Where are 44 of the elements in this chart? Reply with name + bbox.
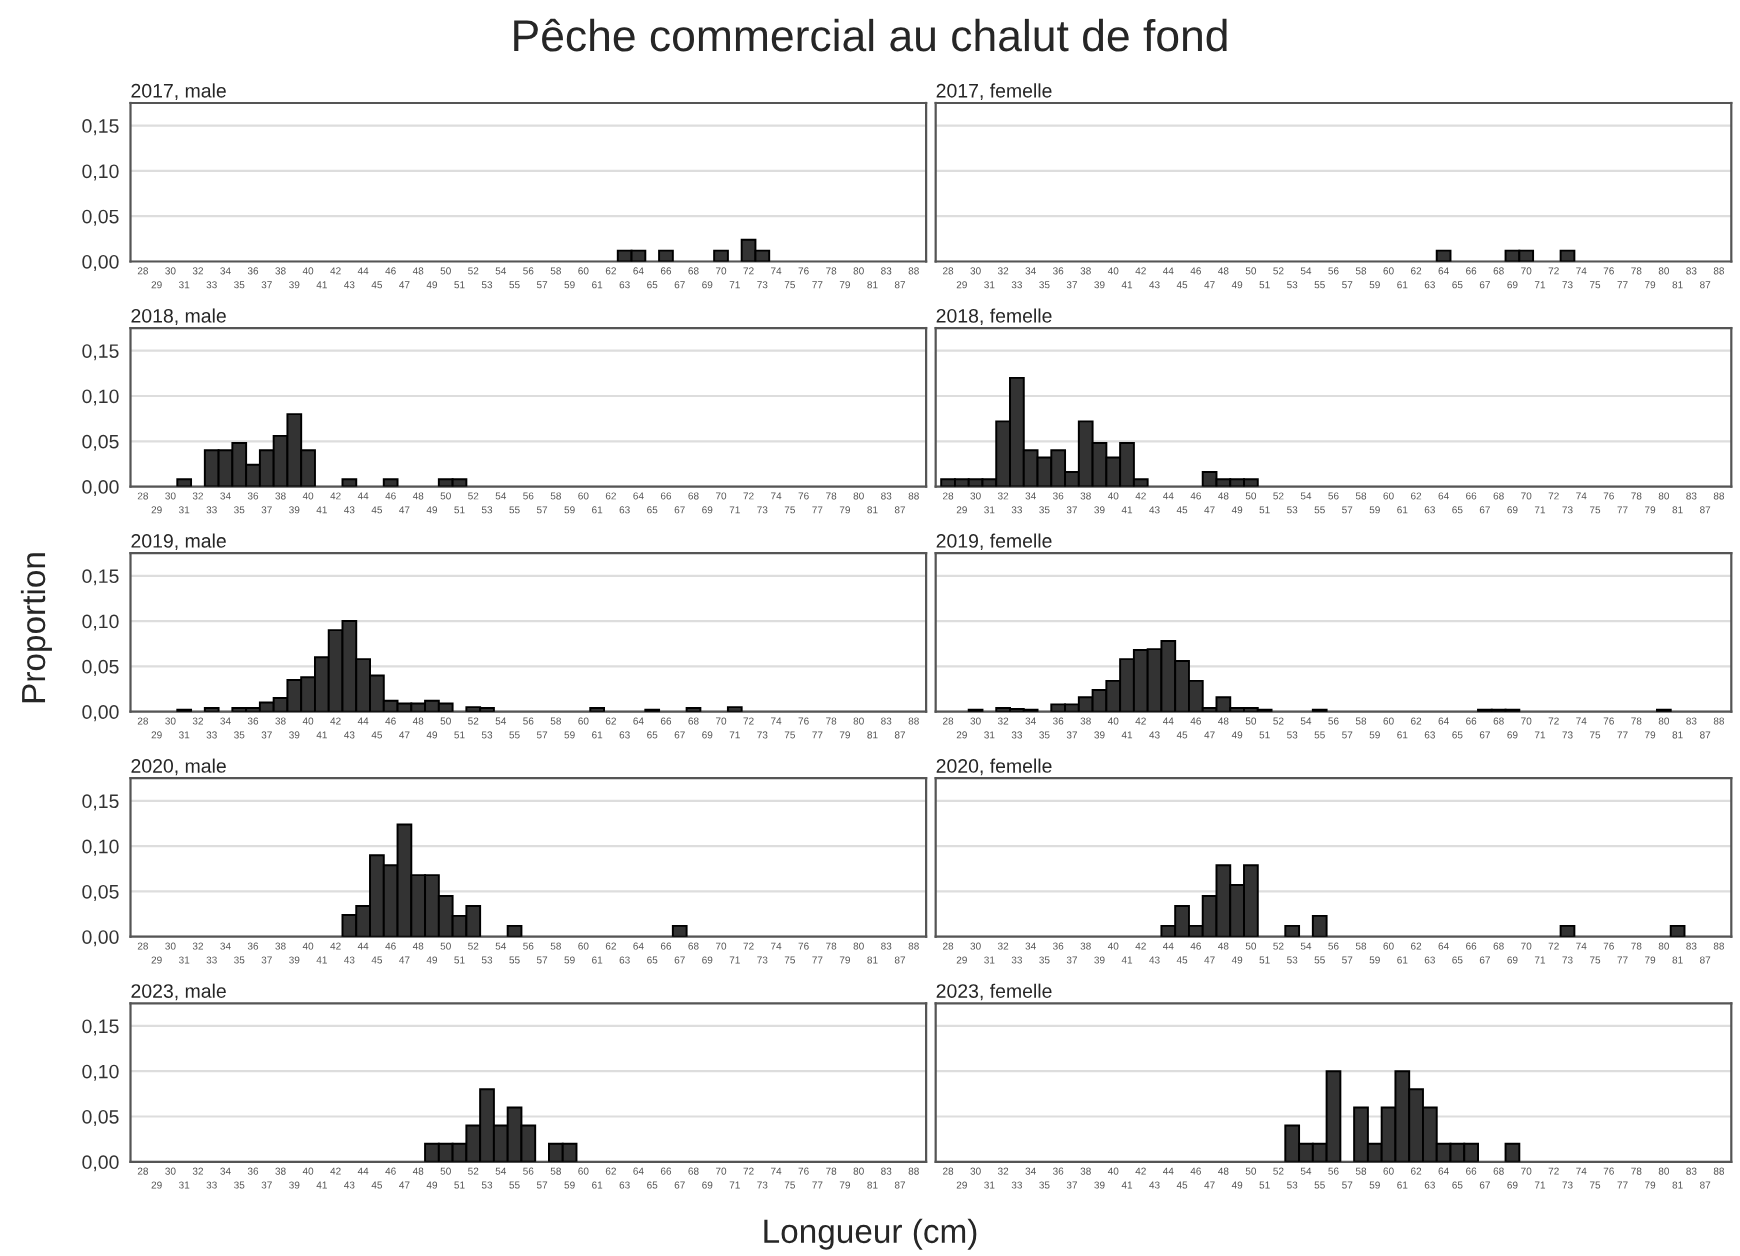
y-tick-label: 0,15 [82,794,119,811]
y-tick-label: 0,00 [82,705,119,722]
chart-subtitle: 2020, femelle [936,758,1052,776]
y-tick-label: 0,10 [82,839,119,856]
y-tick-label: 0,15 [82,119,119,136]
chart-subtitle: 2020, male [131,758,226,776]
chart-subtitle: 2019, male [131,533,226,551]
bar [1284,924,1301,937]
y-tick-label: 0,05 [82,659,119,676]
bar [341,478,358,487]
y-tick-label: 0,05 [82,884,119,901]
y-tick-label: 0,15 [82,569,119,586]
y-tick-label: 0,15 [82,344,119,361]
y-tick-label: 0,05 [82,434,119,451]
bar [1559,924,1576,937]
y-tick-label: 0,00 [82,1155,119,1172]
y-tick-label: 0,10 [82,389,119,406]
y-axis-title: Proportion [20,553,52,703]
chart-subtitle: 2017, femelle [936,83,1052,100]
y-tick-label: 0,10 [82,164,119,181]
chart-subtitle: 2023, femelle [936,983,1052,1001]
bar [1311,914,1328,937]
bar [671,924,688,937]
bar [1669,924,1686,937]
y-tick-label: 0,00 [82,930,119,947]
bar [1504,1142,1521,1162]
y-tick-label: 0,15 [82,1019,119,1036]
y-tick-label: 0,05 [82,209,119,226]
bar [176,478,193,487]
y-tick-label: 0,00 [82,480,119,497]
chart-subtitle: 2018, male [131,308,226,325]
y-tick-label: 0,00 [82,254,119,272]
chart-subtitle: 2019, femelle [936,533,1052,551]
chart-subtitle: 2017, male [131,83,226,100]
chart-subtitle: 2023, male [131,983,226,1001]
chart-title: Pêche commercial au chalut de fond [514,18,1227,52]
bar [726,706,743,712]
x-axis-title: Longueur (cm) [764,1218,977,1250]
chart-subtitle: 2018, femelle [936,308,1052,325]
y-tick-label: 0,10 [82,614,119,631]
bar [382,478,399,487]
y-tick-label: 0,10 [82,1064,119,1081]
y-tick-label: 0,05 [82,1109,119,1127]
bar [506,924,523,937]
